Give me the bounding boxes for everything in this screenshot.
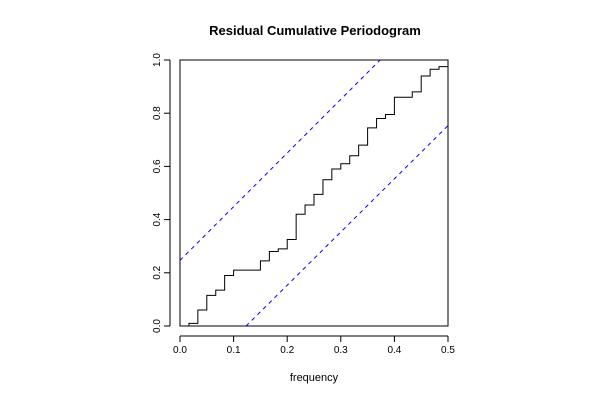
cumulative-periodogram-step-line <box>180 60 449 327</box>
y-tick-label: 0.4 <box>152 212 163 226</box>
y-tick-label: 0.8 <box>152 106 163 120</box>
lower-confidence-bound-line <box>245 125 449 327</box>
x-tick-label: 0.4 <box>387 345 401 356</box>
y-tick-label: 0.6 <box>152 159 163 173</box>
x-tick-label: 0.0 <box>173 345 187 356</box>
upper-confidence-bound-line <box>179 59 381 261</box>
x-tick-label: 0.1 <box>227 345 241 356</box>
x-tick-label: 0.5 <box>441 345 455 356</box>
series-layer <box>179 59 449 327</box>
x-axis: 0.0 0.1 0.2 0.3 0.4 0.5 <box>173 335 455 356</box>
x-axis-label: frequency <box>290 372 339 384</box>
plot-area-border <box>179 59 449 327</box>
x-tick-label: 0.3 <box>334 345 348 356</box>
x-tick-label: 0.2 <box>280 345 294 356</box>
y-tick-label: 0.0 <box>152 319 163 333</box>
y-tick-label: 1.0 <box>152 53 163 67</box>
y-axis: 0.0 0.2 0.4 0.6 0.8 1.0 <box>152 53 171 333</box>
chart-title: Residual Cumulative Periodogram <box>209 23 421 38</box>
y-tick-label: 0.2 <box>152 265 163 279</box>
